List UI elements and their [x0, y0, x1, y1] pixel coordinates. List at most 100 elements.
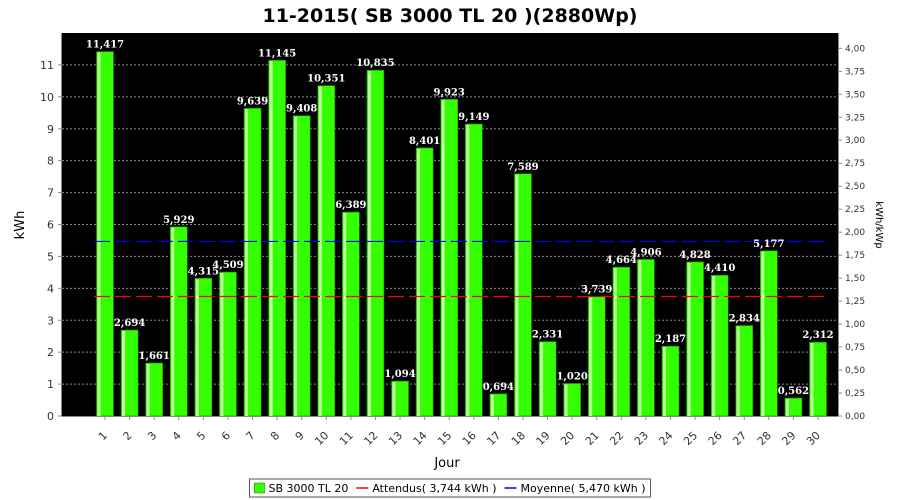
x-tick-label: 27 — [730, 429, 749, 448]
y-right-tick-label: 0,25 — [845, 389, 865, 399]
bar-highlight — [785, 399, 789, 416]
data-label: 6,389 — [335, 200, 366, 211]
y-tick-label: 6 — [47, 219, 54, 232]
y-tick-label: 11 — [40, 59, 54, 72]
data-label: 5,177 — [753, 239, 784, 250]
data-label: 4,509 — [212, 260, 243, 271]
bar-highlight — [294, 116, 298, 416]
legend-label-moyenne: Moyenne( 5,470 kWh ) — [521, 482, 646, 495]
data-label: 2,187 — [655, 334, 686, 345]
chart-title: 11-2015( SB 3000 TL 20 )(2880Wp) — [262, 5, 637, 27]
data-label: 7,589 — [507, 162, 538, 173]
bar — [342, 211, 360, 417]
bar-highlight — [171, 227, 175, 416]
x-tick-label: 26 — [706, 429, 725, 448]
y-tick-label: 8 — [47, 155, 54, 168]
data-label: 2,834 — [729, 314, 760, 325]
bar — [710, 274, 729, 417]
bar — [489, 393, 508, 417]
bar-highlight — [638, 260, 642, 416]
bar-highlight — [392, 382, 396, 416]
x-tick-label: 9 — [293, 429, 307, 443]
bar — [661, 345, 680, 417]
y-right-tick-label: 2,00 — [845, 228, 865, 238]
x-tick-label: 16 — [460, 429, 479, 448]
legend: SB 3000 TL 20 Attendus( 3,744 kWh ) Moyenn… — [248, 478, 652, 498]
bar — [514, 173, 532, 417]
bar-highlight — [441, 100, 445, 416]
x-tick-label: 24 — [657, 429, 676, 448]
y-right-tick-label: 1,50 — [845, 274, 865, 284]
y-right-tick-label: 3,00 — [845, 136, 865, 146]
bar-highlight — [687, 262, 691, 416]
y-right-tick-label: 1,25 — [845, 297, 865, 307]
data-label: 2,312 — [802, 330, 833, 341]
data-label: 4,828 — [679, 250, 710, 261]
x-tick-label: 13 — [386, 429, 405, 448]
y-tick-label: 9 — [47, 123, 54, 136]
y-tick-label: 3 — [47, 314, 54, 327]
x-tick-label: 14 — [411, 429, 430, 448]
x-tick-label: 3 — [145, 429, 159, 443]
y-tick-label: 5 — [47, 250, 54, 263]
y-tick-label: 2 — [47, 346, 54, 359]
bar — [391, 380, 409, 417]
y-tick-label: 0 — [47, 410, 54, 423]
x-tick-label: 4 — [170, 429, 184, 443]
x-tick-label: 5 — [194, 429, 208, 443]
y-axis-right: 0,00 0,25 0,50 0,75 1,00 1,25 1,50 1,75 2,00 2,25… — [838, 33, 865, 422]
y-right-tick-label: 2,75 — [845, 159, 865, 169]
y-right-tick-label: 3,75 — [845, 67, 865, 77]
x-tick-label: 7 — [243, 429, 257, 443]
bars — [96, 51, 827, 417]
data-label: 9,639 — [237, 96, 268, 107]
y-axis-left: 0 1 2 3 4 5 6 7 8 9 10 11 — [40, 33, 62, 423]
bar — [219, 271, 237, 417]
data-label: 11,417 — [86, 40, 124, 51]
data-label: 4,410 — [704, 263, 735, 274]
bar — [292, 115, 311, 417]
x-tick-label: 15 — [435, 429, 454, 448]
y-axis-label-right: kWh/kWp — [873, 201, 884, 248]
x-tick-label: 30 — [804, 429, 823, 448]
data-label: 2,331 — [532, 330, 563, 341]
data-label: 4,664 — [606, 255, 637, 266]
legend-swatch-bar — [254, 482, 265, 494]
y-right-tick-label: 1,00 — [845, 320, 865, 330]
y-right-tick-label: 3,50 — [845, 90, 865, 100]
x-tick-label: 2 — [121, 429, 135, 443]
data-label: 1,020 — [556, 371, 587, 382]
x-tick-label: 20 — [558, 429, 577, 448]
data-label: 11,145 — [258, 48, 296, 59]
bar-highlight — [810, 343, 814, 416]
y-tick-label: 1 — [47, 378, 54, 391]
bar-highlight — [761, 251, 765, 416]
x-tick-label: 18 — [509, 429, 528, 448]
bar — [243, 108, 262, 417]
bar-highlight — [736, 326, 740, 416]
bar-highlight — [220, 273, 224, 416]
y-right-tick-label: 0,00 — [845, 412, 865, 422]
bar-highlight — [245, 109, 249, 416]
bar — [194, 277, 213, 417]
bar — [538, 341, 557, 417]
bar — [317, 85, 336, 417]
data-label: 4,906 — [630, 247, 661, 258]
x-tick-label: 22 — [607, 429, 626, 448]
x-tick-label: 8 — [268, 429, 282, 443]
y-right-tick-label: 1,75 — [845, 251, 865, 261]
x-axis-label: Jour — [433, 456, 460, 471]
x-tick-label: 19 — [534, 429, 553, 448]
x-axis: 1 2 3 4 5 6 7 8 9 10 11 12 13 14 15 16 17 18 19 20 21 22 23 24 2… — [62, 416, 838, 448]
bar — [760, 250, 778, 417]
bar-highlight — [343, 213, 347, 416]
bar — [268, 59, 286, 417]
bar-highlight — [195, 279, 199, 416]
bar-highlight — [318, 86, 322, 416]
bar-highlight — [146, 363, 150, 416]
data-label: 5,929 — [163, 215, 194, 226]
bar — [637, 259, 655, 417]
x-tick-label: 29 — [779, 429, 798, 448]
